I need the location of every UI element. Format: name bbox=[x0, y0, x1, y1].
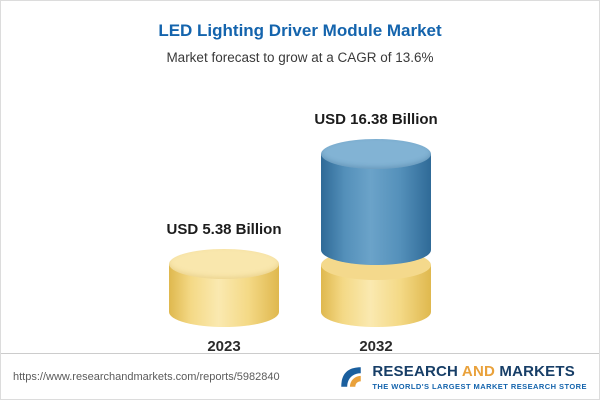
brand-word-research: RESEARCH bbox=[372, 362, 459, 380]
category-label-2023: 2023 bbox=[207, 338, 241, 355]
cylinder-2032-growth-segment bbox=[321, 154, 431, 265]
value-label-2023: USD 5.38 Billion bbox=[166, 221, 282, 238]
value-label-2032: USD 16.38 Billion bbox=[314, 111, 438, 128]
brand-mark-icon bbox=[341, 366, 362, 387]
cylinder-2023-top bbox=[169, 249, 279, 279]
brand-tagline: THE WORLD'S LARGEST MARKET RESEARCH STOR… bbox=[372, 381, 587, 391]
footer-bar: https://www.researchandmarkets.com/repor… bbox=[1, 353, 599, 399]
cylinder-bar-chart: USD 5.38 Billion 2023 USD 16.38 Billion … bbox=[1, 93, 599, 355]
bar-column-2032: USD 16.38 Billion 2032 bbox=[300, 93, 452, 355]
report-url-link[interactable]: https://www.researchandmarkets.com/repor… bbox=[13, 370, 280, 383]
brand-text: RESEARCH AND MARKETS THE WORLD'S LARGEST… bbox=[372, 363, 587, 391]
chart-title: LED Lighting Driver Module Market bbox=[158, 21, 442, 40]
bar-column-2023: USD 5.38 Billion 2023 bbox=[148, 93, 300, 355]
cylinder-2032 bbox=[321, 139, 431, 327]
category-label-2032: 2032 bbox=[359, 338, 393, 355]
brand-word-markets: MARKETS bbox=[499, 362, 575, 380]
chart-subtitle: Market forecast to grow at a CAGR of 13.… bbox=[166, 50, 434, 65]
chart-header: LED Lighting Driver Module Market Market… bbox=[1, 1, 599, 65]
brand-name: RESEARCH AND MARKETS bbox=[372, 363, 587, 380]
brand-word-and: AND bbox=[461, 362, 496, 380]
cylinder-2023 bbox=[169, 249, 279, 327]
brand-logo: RESEARCH AND MARKETS THE WORLD'S LARGEST… bbox=[338, 363, 587, 391]
cylinder-2032-top bbox=[321, 139, 431, 169]
